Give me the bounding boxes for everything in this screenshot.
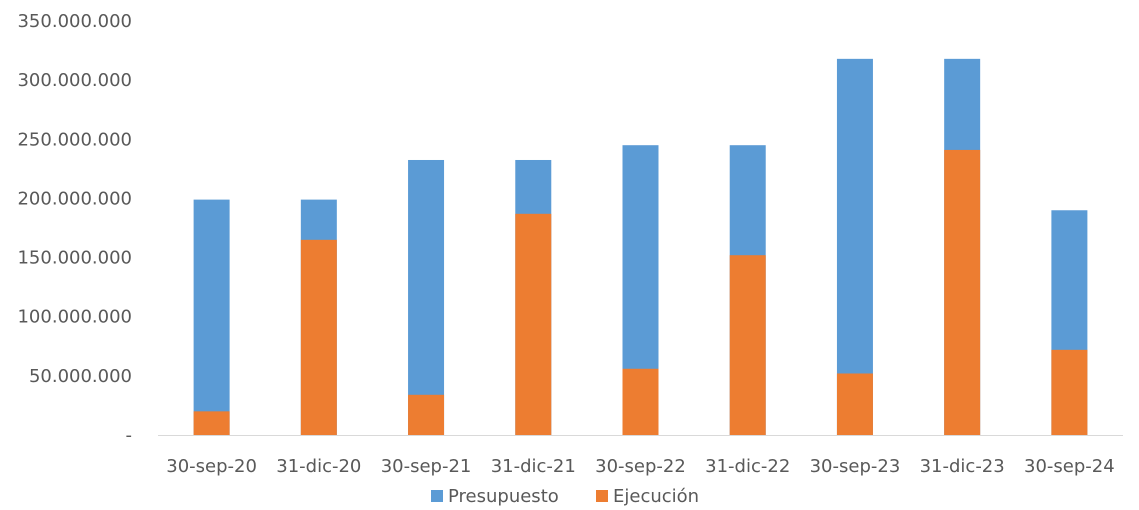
y-tick-label: 150.000.000 bbox=[17, 248, 132, 269]
legend: Presupuesto Ejecución bbox=[431, 486, 699, 507]
legend-swatch-presupuesto bbox=[431, 490, 443, 502]
bar-ejecucion-31-dic-20 bbox=[300, 239, 337, 435]
bar-ejecucion-30-sep-24 bbox=[1051, 349, 1088, 435]
bar-ejecucion-31-dic-22 bbox=[729, 255, 766, 435]
x-tick-label: 30-sep-20 bbox=[166, 456, 257, 477]
y-tick-label: - bbox=[126, 425, 133, 446]
y-tick-label: 300.000.000 bbox=[17, 70, 132, 91]
bars bbox=[193, 58, 1088, 435]
bar-ejecucion-30-sep-23 bbox=[836, 373, 873, 435]
bar-ejecucion-31-dic-23 bbox=[944, 149, 981, 435]
x-tick-label: 30-sep-21 bbox=[381, 456, 472, 477]
y-tick-label: 350.000.000 bbox=[17, 11, 132, 32]
bar-presupuesto-30-sep-23 bbox=[836, 58, 873, 435]
x-tick-label: 30-sep-24 bbox=[1024, 456, 1115, 477]
bar-presupuesto-30-sep-21 bbox=[408, 159, 445, 435]
legend-label-ejecucion: Ejecución bbox=[613, 486, 699, 507]
y-tick-label: 100.000.000 bbox=[17, 307, 132, 328]
x-tick-label: 31-dic-23 bbox=[920, 456, 1005, 477]
legend-label-presupuesto: Presupuesto bbox=[448, 486, 559, 507]
x-tick-label: 31-dic-22 bbox=[705, 456, 790, 477]
x-tick-label: 30-sep-22 bbox=[595, 456, 686, 477]
bar-presupuesto-30-sep-20 bbox=[193, 199, 230, 435]
bar-ejecucion-30-sep-20 bbox=[193, 411, 230, 435]
y-tick-label: 50.000.000 bbox=[29, 366, 132, 387]
x-tick-label: 31-dic-21 bbox=[491, 456, 576, 477]
x-tick-label: 31-dic-20 bbox=[276, 456, 361, 477]
x-axis: 30-sep-20 31-dic-20 30-sep-21 31-dic-21 30-s… bbox=[166, 456, 1114, 477]
x-tick-label: 30-sep-23 bbox=[810, 456, 901, 477]
bar-ejecucion-30-sep-21 bbox=[408, 394, 445, 435]
y-tick-label: 250.000.000 bbox=[17, 129, 132, 150]
bar-ejecucion-31-dic-21 bbox=[515, 213, 552, 435]
y-axis: - 50.000.000 100.000.000 150.000.000 200.000… bbox=[17, 11, 132, 446]
bar-ejecucion-30-sep-22 bbox=[622, 368, 659, 435]
y-tick-label: 200.000.000 bbox=[17, 188, 132, 209]
legend-swatch-ejecucion bbox=[596, 490, 608, 502]
